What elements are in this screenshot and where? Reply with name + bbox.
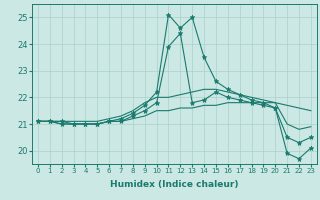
X-axis label: Humidex (Indice chaleur): Humidex (Indice chaleur): [110, 180, 239, 189]
